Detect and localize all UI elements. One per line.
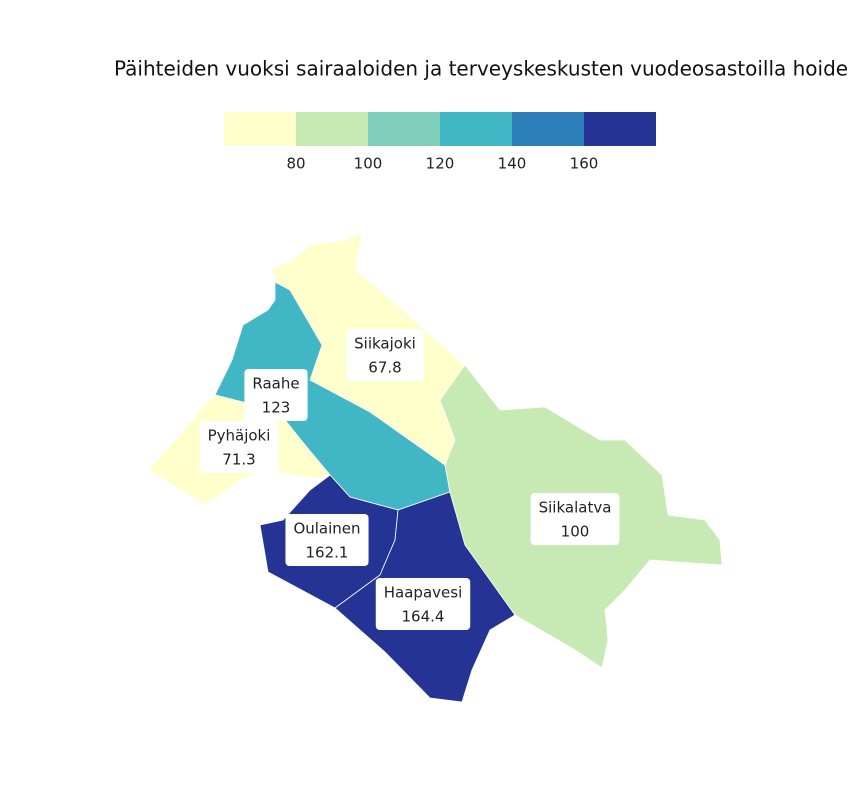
- legend-swatch: [368, 112, 440, 146]
- label-box: [375, 578, 471, 630]
- legend-swatch: [296, 112, 368, 146]
- region-name: Haapavesi: [384, 584, 462, 602]
- label-box: [346, 329, 424, 381]
- map-title: Päihteiden vuoksi sairaaloiden ja tervey…: [114, 57, 848, 81]
- region-name: Oulainen: [293, 520, 360, 538]
- region-value: 67.8: [368, 359, 401, 377]
- legend-swatch: [224, 112, 296, 146]
- region-name: Siikalatva: [539, 499, 612, 517]
- label-box: [285, 514, 369, 566]
- region-value: 71.3: [222, 451, 255, 469]
- legend-swatch: [512, 112, 584, 146]
- legend-tick-label: 80: [286, 155, 305, 173]
- legend-tick-label: 100: [354, 155, 383, 173]
- region-name: Raahe: [252, 375, 299, 393]
- legend-tick-label: 140: [498, 155, 527, 173]
- region-label: Pyhäjoki 71.3: [199, 421, 279, 473]
- region-label: Siikalatva 100: [530, 493, 620, 545]
- label-box: [199, 421, 279, 473]
- region-value: 162.1: [306, 544, 349, 562]
- region-value: 164.4: [402, 608, 445, 626]
- region-value: 100: [561, 523, 590, 541]
- legend: 80 100 120 140 160: [224, 112, 656, 173]
- label-box: [530, 493, 620, 545]
- region-label: Siikajoki 67.8: [346, 329, 424, 381]
- legend-tick-label: 160: [570, 155, 599, 173]
- label-box: [244, 369, 308, 421]
- region-label: Haapavesi 164.4: [375, 578, 471, 630]
- legend-swatch: [440, 112, 512, 146]
- region-name: Pyhäjoki: [208, 427, 271, 445]
- labels: Siikajoki 67.8 Raahe 123 Pyhäjoki 71.3 Oulaine…: [199, 329, 620, 630]
- legend-tick-label: 120: [426, 155, 455, 173]
- legend-swatch: [584, 112, 656, 146]
- region-label: Oulainen 162.1: [285, 514, 369, 566]
- region-value: 123: [262, 399, 291, 417]
- region-label: Raahe 123: [244, 369, 308, 421]
- region-name: Siikajoki: [354, 335, 416, 353]
